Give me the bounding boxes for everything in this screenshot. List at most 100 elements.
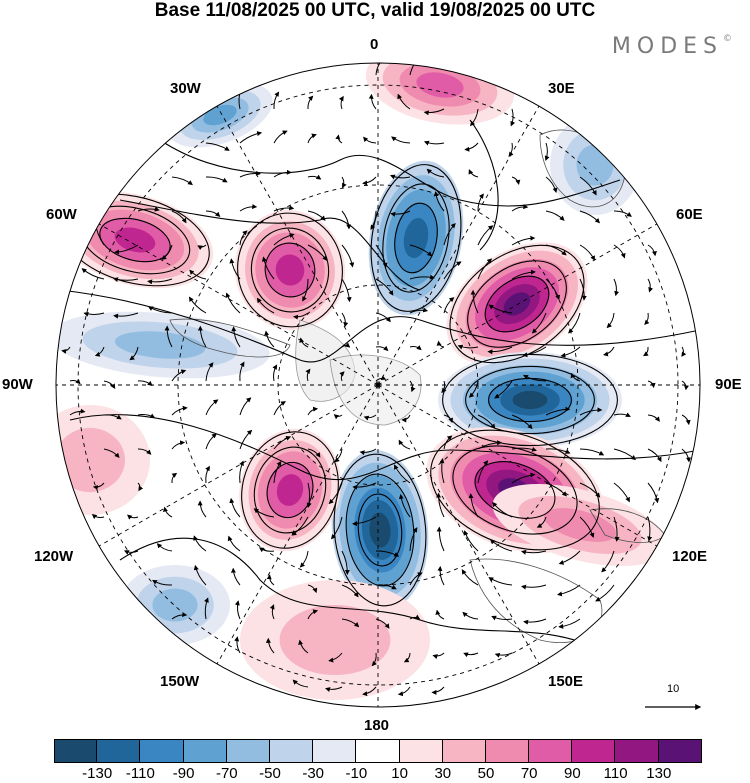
wind-vector [299, 550, 309, 568]
wind-vector [545, 278, 561, 301]
wind-vector [137, 482, 144, 492]
wind-vector [409, 307, 429, 314]
wind-vector [558, 618, 581, 629]
lon-label-180: 180 [364, 717, 390, 734]
meridian-line [216, 384, 379, 665]
wind-vector [601, 550, 615, 573]
wind-vector [477, 414, 496, 430]
colorbar-tick-label: -30 [302, 765, 325, 782]
anomaly-band [279, 605, 391, 675]
wind-vector [579, 278, 587, 301]
wind-vector [443, 261, 462, 280]
wind-vector [613, 278, 620, 297]
colorbar-tick-label: -10 [345, 765, 368, 782]
wind-vector [205, 210, 221, 217]
wind-vector [164, 325, 173, 348]
wind-vector [341, 550, 350, 575]
wind-vector [113, 277, 139, 283]
map-boundary [55, 62, 701, 708]
lon-label-90e: 90E [715, 376, 742, 393]
wind-vector [363, 414, 377, 421]
wind-vector [307, 133, 317, 144]
wind-vector [489, 539, 513, 552]
wind-vector [370, 210, 377, 230]
anomaly-band [369, 512, 391, 548]
wind-vector [123, 550, 139, 555]
wind-vector [193, 564, 207, 586]
wind-vector [579, 482, 601, 498]
wind-vector [409, 345, 422, 351]
wind-vector [397, 686, 411, 697]
wind-vector [463, 530, 479, 552]
colorbar-tick-label: 50 [477, 765, 495, 782]
wind-vector [545, 244, 567, 256]
wind-vector [487, 346, 513, 355]
lon-label-0: 0 [370, 36, 379, 53]
colorbar-swatch [399, 739, 443, 763]
wind-vector [613, 244, 626, 259]
wind-vector [298, 639, 309, 654]
colorbar-tick-label: -90 [172, 765, 195, 782]
wind-vector [69, 378, 81, 385]
isoline-group [241, 431, 339, 549]
wind-vector [234, 636, 241, 654]
colorbar-tick-label: 70 [520, 765, 538, 782]
wind-vector [579, 244, 595, 261]
colorbar-tick-label: 130 [646, 765, 672, 782]
modes-logo: MODES© [612, 34, 732, 59]
wind-vector [511, 446, 537, 452]
wind-vector [171, 440, 186, 450]
wind-vector [457, 344, 479, 350]
wind-vector [291, 516, 309, 536]
wind-vector [341, 176, 347, 189]
wind-vector [334, 448, 343, 463]
wind-vector [256, 297, 275, 314]
wind-vector [273, 435, 292, 450]
wind-vector [647, 448, 662, 463]
colorbar-swatch [269, 739, 314, 763]
wind-vector [371, 652, 377, 667]
wind-vector [643, 346, 649, 357]
wind-vector [545, 448, 571, 454]
wind-vector [545, 406, 571, 416]
wind-vector [613, 412, 631, 417]
wind-vector [307, 609, 319, 620]
anomaly-band [512, 390, 548, 410]
isoline [159, 139, 621, 207]
wind-vector [523, 374, 547, 382]
wind-vector [443, 222, 456, 246]
wind-vector [273, 205, 295, 212]
wind-vector [103, 448, 120, 459]
wind-vector [511, 176, 521, 185]
wind-vector [397, 93, 411, 110]
wind-vector [205, 465, 210, 484]
wind-vector [391, 136, 411, 144]
wind-vector [477, 193, 484, 212]
wind-vector [443, 435, 453, 450]
wind-vector [647, 414, 660, 422]
wind-vector [375, 312, 391, 323]
wind-vector [443, 297, 455, 314]
isoline [430, 429, 600, 551]
wind-vector [613, 448, 637, 461]
wind-vector [205, 362, 214, 382]
wind-vector [92, 482, 105, 490]
colorbar-swatch [183, 739, 227, 763]
wind-vector [239, 170, 261, 178]
wind-vector [229, 258, 241, 280]
wind-vector [441, 380, 447, 394]
copyright-mark: © [723, 34, 732, 44]
wind-vector [461, 569, 479, 586]
colorbar-swatch [226, 739, 270, 763]
wind-vector [681, 346, 687, 357]
wind-vector [579, 176, 597, 196]
wind-vector [352, 482, 377, 490]
wind-vector [307, 406, 319, 416]
wind-vector [273, 232, 295, 246]
wind-vector [613, 482, 630, 503]
wind-vector [83, 311, 105, 317]
meridian-line [377, 384, 540, 665]
isoline [253, 446, 327, 534]
colorbar-tick-label: 10 [391, 765, 408, 782]
wind-vector [606, 312, 615, 329]
